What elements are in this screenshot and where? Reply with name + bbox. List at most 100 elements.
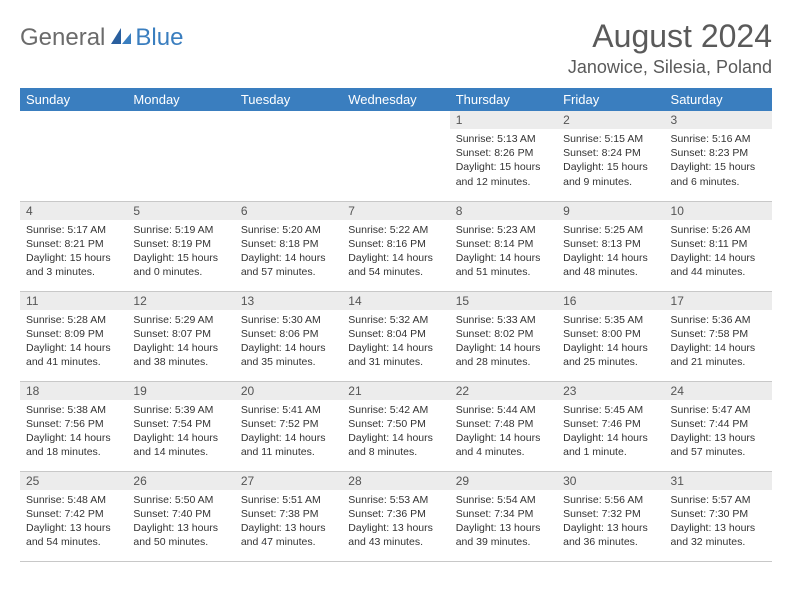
day-content: Sunrise: 5:29 AMSunset: 8:07 PMDaylight:… (127, 310, 234, 374)
calendar-row: 4Sunrise: 5:17 AMSunset: 8:21 PMDaylight… (20, 201, 772, 291)
day-content: Sunrise: 5:51 AMSunset: 7:38 PMDaylight:… (235, 490, 342, 554)
calendar-cell: 5Sunrise: 5:19 AMSunset: 8:19 PMDaylight… (127, 201, 234, 291)
day-content: Sunrise: 5:56 AMSunset: 7:32 PMDaylight:… (557, 490, 664, 554)
day-content: Sunrise: 5:22 AMSunset: 8:16 PMDaylight:… (342, 220, 449, 284)
month-title: August 2024 (568, 18, 772, 55)
day-number: 9 (557, 202, 664, 220)
day-content: Sunrise: 5:32 AMSunset: 8:04 PMDaylight:… (342, 310, 449, 374)
day-number: 27 (235, 472, 342, 490)
day-content: Sunrise: 5:15 AMSunset: 8:24 PMDaylight:… (557, 129, 664, 193)
calendar-cell: 21Sunrise: 5:42 AMSunset: 7:50 PMDayligh… (342, 381, 449, 471)
calendar-cell: 28Sunrise: 5:53 AMSunset: 7:36 PMDayligh… (342, 471, 449, 561)
day-number: 1 (450, 111, 557, 129)
calendar-cell: 8Sunrise: 5:23 AMSunset: 8:14 PMDaylight… (450, 201, 557, 291)
logo: General Blue (20, 24, 183, 52)
calendar-cell: 29Sunrise: 5:54 AMSunset: 7:34 PMDayligh… (450, 471, 557, 561)
day-number: 11 (20, 292, 127, 310)
day-number: 3 (665, 111, 772, 129)
calendar-cell: 18Sunrise: 5:38 AMSunset: 7:56 PMDayligh… (20, 381, 127, 471)
weekday-header: Tuesday (235, 88, 342, 111)
calendar-cell: 7Sunrise: 5:22 AMSunset: 8:16 PMDaylight… (342, 201, 449, 291)
location: Janowice, Silesia, Poland (568, 57, 772, 78)
day-content: Sunrise: 5:35 AMSunset: 8:00 PMDaylight:… (557, 310, 664, 374)
calendar-cell: 11Sunrise: 5:28 AMSunset: 8:09 PMDayligh… (20, 291, 127, 381)
day-number: 21 (342, 382, 449, 400)
day-number: 10 (665, 202, 772, 220)
day-number: 24 (665, 382, 772, 400)
day-content: Sunrise: 5:57 AMSunset: 7:30 PMDaylight:… (665, 490, 772, 554)
weekday-header: Sunday (20, 88, 127, 111)
calendar-cell: 23Sunrise: 5:45 AMSunset: 7:46 PMDayligh… (557, 381, 664, 471)
day-content: Sunrise: 5:16 AMSunset: 8:23 PMDaylight:… (665, 129, 772, 193)
calendar-cell: 10Sunrise: 5:26 AMSunset: 8:11 PMDayligh… (665, 201, 772, 291)
calendar-body: 1Sunrise: 5:13 AMSunset: 8:26 PMDaylight… (20, 111, 772, 561)
calendar-cell: 9Sunrise: 5:25 AMSunset: 8:13 PMDaylight… (557, 201, 664, 291)
calendar-row: 18Sunrise: 5:38 AMSunset: 7:56 PMDayligh… (20, 381, 772, 471)
day-number: 25 (20, 472, 127, 490)
day-content: Sunrise: 5:19 AMSunset: 8:19 PMDaylight:… (127, 220, 234, 284)
day-number: 13 (235, 292, 342, 310)
weekday-header: Saturday (665, 88, 772, 111)
day-number: 6 (235, 202, 342, 220)
calendar-cell: 25Sunrise: 5:48 AMSunset: 7:42 PMDayligh… (20, 471, 127, 561)
day-content: Sunrise: 5:25 AMSunset: 8:13 PMDaylight:… (557, 220, 664, 284)
day-content: Sunrise: 5:42 AMSunset: 7:50 PMDaylight:… (342, 400, 449, 464)
calendar-cell: 22Sunrise: 5:44 AMSunset: 7:48 PMDayligh… (450, 381, 557, 471)
calendar-row: 1Sunrise: 5:13 AMSunset: 8:26 PMDaylight… (20, 111, 772, 201)
title-block: August 2024 Janowice, Silesia, Poland (568, 18, 772, 78)
calendar-cell: 31Sunrise: 5:57 AMSunset: 7:30 PMDayligh… (665, 471, 772, 561)
day-number: 23 (557, 382, 664, 400)
day-number: 18 (20, 382, 127, 400)
day-number: 4 (20, 202, 127, 220)
day-number: 12 (127, 292, 234, 310)
header: General Blue August 2024 Janowice, Siles… (20, 18, 772, 78)
weekday-header: Monday (127, 88, 234, 111)
day-content: Sunrise: 5:23 AMSunset: 8:14 PMDaylight:… (450, 220, 557, 284)
day-content: Sunrise: 5:17 AMSunset: 8:21 PMDaylight:… (20, 220, 127, 284)
calendar-cell (20, 111, 127, 201)
weekday-header: Friday (557, 88, 664, 111)
calendar-cell: 26Sunrise: 5:50 AMSunset: 7:40 PMDayligh… (127, 471, 234, 561)
calendar-cell: 17Sunrise: 5:36 AMSunset: 7:58 PMDayligh… (665, 291, 772, 381)
day-number: 22 (450, 382, 557, 400)
logo-text-blue: Blue (135, 24, 183, 52)
day-content: Sunrise: 5:54 AMSunset: 7:34 PMDaylight:… (450, 490, 557, 554)
logo-text-general: General (20, 24, 105, 52)
page: General Blue August 2024 Janowice, Siles… (0, 0, 792, 572)
day-content: Sunrise: 5:28 AMSunset: 8:09 PMDaylight:… (20, 310, 127, 374)
calendar-cell: 14Sunrise: 5:32 AMSunset: 8:04 PMDayligh… (342, 291, 449, 381)
day-number: 7 (342, 202, 449, 220)
day-content: Sunrise: 5:39 AMSunset: 7:54 PMDaylight:… (127, 400, 234, 464)
logo-sail-icon (109, 26, 133, 51)
day-content: Sunrise: 5:48 AMSunset: 7:42 PMDaylight:… (20, 490, 127, 554)
calendar-cell: 20Sunrise: 5:41 AMSunset: 7:52 PMDayligh… (235, 381, 342, 471)
calendar-cell: 16Sunrise: 5:35 AMSunset: 8:00 PMDayligh… (557, 291, 664, 381)
day-content: Sunrise: 5:20 AMSunset: 8:18 PMDaylight:… (235, 220, 342, 284)
day-number: 2 (557, 111, 664, 129)
calendar-cell: 1Sunrise: 5:13 AMSunset: 8:26 PMDaylight… (450, 111, 557, 201)
day-content: Sunrise: 5:53 AMSunset: 7:36 PMDaylight:… (342, 490, 449, 554)
day-content: Sunrise: 5:36 AMSunset: 7:58 PMDaylight:… (665, 310, 772, 374)
calendar-cell: 15Sunrise: 5:33 AMSunset: 8:02 PMDayligh… (450, 291, 557, 381)
day-number: 17 (665, 292, 772, 310)
calendar-row: 11Sunrise: 5:28 AMSunset: 8:09 PMDayligh… (20, 291, 772, 381)
calendar-cell: 2Sunrise: 5:15 AMSunset: 8:24 PMDaylight… (557, 111, 664, 201)
calendar-cell: 30Sunrise: 5:56 AMSunset: 7:32 PMDayligh… (557, 471, 664, 561)
day-number: 31 (665, 472, 772, 490)
weekday-header: Wednesday (342, 88, 449, 111)
day-content: Sunrise: 5:41 AMSunset: 7:52 PMDaylight:… (235, 400, 342, 464)
day-content: Sunrise: 5:26 AMSunset: 8:11 PMDaylight:… (665, 220, 772, 284)
calendar-cell: 27Sunrise: 5:51 AMSunset: 7:38 PMDayligh… (235, 471, 342, 561)
day-content: Sunrise: 5:45 AMSunset: 7:46 PMDaylight:… (557, 400, 664, 464)
calendar-row: 25Sunrise: 5:48 AMSunset: 7:42 PMDayligh… (20, 471, 772, 561)
day-number: 14 (342, 292, 449, 310)
calendar-cell: 24Sunrise: 5:47 AMSunset: 7:44 PMDayligh… (665, 381, 772, 471)
day-number: 26 (127, 472, 234, 490)
calendar-cell: 19Sunrise: 5:39 AMSunset: 7:54 PMDayligh… (127, 381, 234, 471)
day-number: 19 (127, 382, 234, 400)
day-number: 15 (450, 292, 557, 310)
calendar-cell: 12Sunrise: 5:29 AMSunset: 8:07 PMDayligh… (127, 291, 234, 381)
calendar-cell: 4Sunrise: 5:17 AMSunset: 8:21 PMDaylight… (20, 201, 127, 291)
day-number: 5 (127, 202, 234, 220)
day-content: Sunrise: 5:38 AMSunset: 7:56 PMDaylight:… (20, 400, 127, 464)
